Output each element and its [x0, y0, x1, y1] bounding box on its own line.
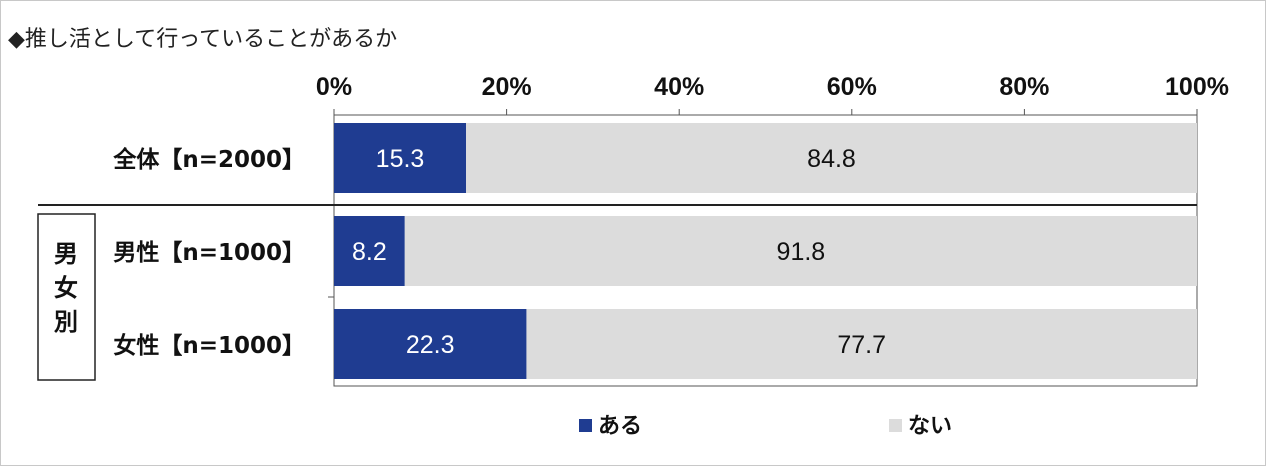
- bar-aru: [334, 216, 405, 286]
- x-tick-label: 0%: [316, 73, 352, 101]
- group-label-char: 男: [54, 240, 78, 268]
- chart-title: ◆推し活として行っていることがあるか: [8, 27, 398, 52]
- data-label: 8.2: [352, 238, 387, 266]
- group-box: [37, 213, 96, 381]
- data-label: 77.7: [837, 331, 886, 359]
- category-label: 女性【n=1000】: [113, 332, 305, 359]
- data-label: 22.3: [406, 331, 455, 359]
- x-tick-label: 40%: [654, 73, 704, 101]
- data-label: 84.8: [807, 145, 856, 173]
- bar-aru: [334, 309, 527, 379]
- group-label-char: 女: [54, 274, 78, 302]
- legend-swatch: [579, 419, 592, 432]
- x-tick-label: 80%: [999, 73, 1049, 101]
- x-tick-label: 100%: [1165, 73, 1229, 101]
- category-label: 男性【n=1000】: [113, 240, 305, 266]
- bar-nai: [526, 309, 1197, 379]
- bar-nai: [404, 216, 1197, 286]
- legend-swatch: [889, 419, 902, 432]
- x-tick-label: 60%: [827, 73, 877, 101]
- bar-aru: [334, 123, 467, 193]
- data-label: 91.8: [777, 238, 826, 266]
- data-label: 15.3: [376, 145, 425, 173]
- x-tick-label: 20%: [482, 73, 532, 101]
- legend-label: ある: [598, 414, 642, 439]
- bar-nai: [466, 123, 1197, 193]
- legend-label: ない: [908, 414, 952, 439]
- group-label-char: 別: [54, 308, 78, 336]
- category-label: 全体【n=2000】: [112, 146, 305, 173]
